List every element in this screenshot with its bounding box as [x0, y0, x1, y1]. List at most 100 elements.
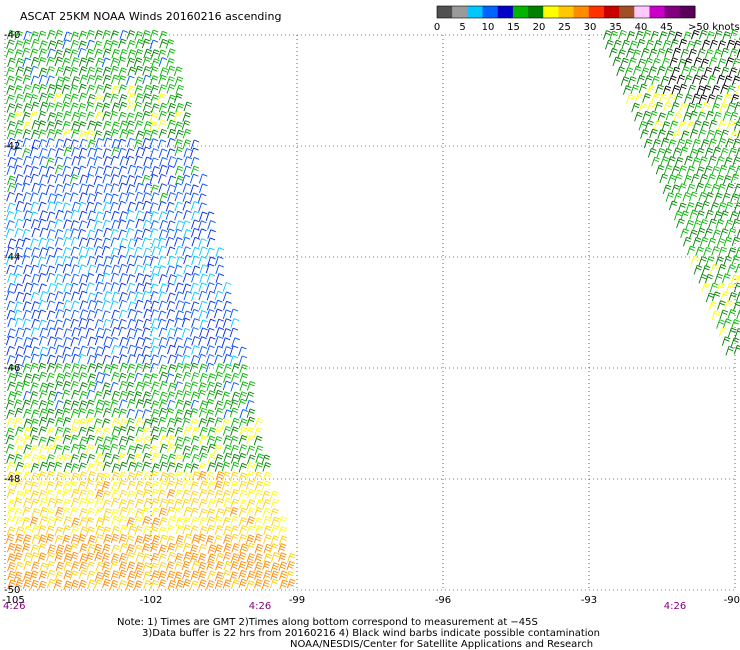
wind-barb [214, 354, 223, 365]
wind-barb [617, 49, 626, 59]
wind-barb [69, 174, 79, 184]
wind-barb [717, 183, 727, 194]
wind-barb [111, 291, 121, 302]
wind-barbs [5, 29, 740, 591]
wind-barb [14, 381, 24, 392]
wind-barb [199, 211, 208, 222]
wind-barb [231, 579, 240, 589]
wind-barb [237, 452, 247, 463]
wind-barb [621, 39, 631, 50]
wind-barb [15, 327, 24, 338]
wind-barb [670, 39, 679, 49]
wind-barb [198, 282, 207, 293]
wind-barb [6, 112, 16, 123]
wind-barb [63, 580, 72, 591]
wind-barb [126, 499, 135, 509]
wind-barb [696, 210, 705, 220]
wind-barb [731, 218, 740, 229]
wind-barb [142, 192, 151, 202]
wind-barb [126, 561, 136, 571]
wind-barb [167, 453, 176, 464]
wind-barb [191, 560, 200, 571]
wind-barb [71, 517, 80, 528]
wind-barb [78, 372, 88, 382]
wind-barb [53, 201, 63, 211]
wind-barb [700, 139, 710, 149]
wind-barb [93, 191, 103, 202]
wind-barb [628, 57, 637, 67]
wind-barb [656, 148, 666, 158]
wind-barb [143, 398, 152, 409]
wind-barb [47, 544, 56, 554]
wind-barb [86, 453, 96, 464]
wind-barb [157, 201, 167, 211]
wind-barb [222, 426, 232, 436]
wind-barb [135, 353, 145, 364]
wind-barb [205, 211, 215, 221]
wind-barb [135, 39, 144, 49]
wind-barb [166, 443, 176, 454]
wind-barb [261, 579, 271, 590]
wind-barb [62, 255, 71, 266]
wind-barb [71, 418, 81, 429]
wind-barb [13, 390, 23, 401]
wind-barb [636, 38, 646, 49]
wind-barb [190, 184, 199, 194]
wind-barb [174, 237, 183, 247]
wind-barb [103, 227, 112, 238]
wind-barb [86, 93, 96, 104]
wind-barb [110, 166, 120, 176]
wind-barb [712, 229, 721, 239]
wind-barb [604, 39, 614, 50]
wind-barb [711, 291, 721, 301]
colorbar-label: 20 [533, 22, 546, 33]
wind-barb [63, 219, 72, 229]
wind-barb [71, 129, 80, 139]
wind-barb [62, 48, 72, 58]
wind-barb [143, 48, 152, 59]
wind-barb [93, 121, 103, 131]
wind-barb [13, 471, 23, 481]
wind-barb [150, 309, 159, 319]
wind-barb [207, 373, 216, 383]
wind-barb [78, 335, 87, 346]
wind-barb [135, 146, 145, 157]
wind-barb [54, 571, 64, 581]
wind-barb [198, 238, 207, 248]
wind-barb [101, 245, 111, 256]
wind-barb [671, 165, 680, 176]
wind-barb [14, 192, 24, 203]
wind-barb [726, 282, 735, 293]
wind-barb [680, 130, 690, 140]
wind-barb [46, 569, 56, 580]
wind-barb [47, 40, 57, 50]
wind-barb [30, 264, 39, 275]
wind-barb [191, 318, 200, 328]
wind-barb [158, 579, 167, 589]
wind-barb [62, 434, 72, 445]
wind-barb [165, 201, 175, 212]
wind-barb [221, 337, 231, 347]
wind-barb [38, 192, 48, 202]
wind-barb [46, 319, 55, 330]
wind-barb [117, 56, 127, 67]
wind-barb [254, 553, 263, 563]
wind-barb [199, 264, 209, 274]
y-tick-label: -40 [4, 30, 20, 41]
wind-barb [734, 183, 740, 194]
wind-barb [30, 75, 40, 86]
wind-barb [141, 327, 151, 337]
wind-barb [38, 570, 48, 581]
wind-barb [174, 390, 184, 400]
wind-barb [79, 526, 88, 536]
wind-barb [238, 534, 247, 544]
wind-barb [676, 218, 685, 229]
wind-barb [151, 570, 160, 580]
wind-barb [167, 119, 176, 130]
wind-barb [93, 237, 103, 248]
wind-barb [7, 561, 16, 572]
wind-barb [238, 391, 248, 401]
wind-barb [158, 102, 168, 113]
wind-barb [13, 508, 23, 518]
wind-barb [135, 130, 144, 141]
